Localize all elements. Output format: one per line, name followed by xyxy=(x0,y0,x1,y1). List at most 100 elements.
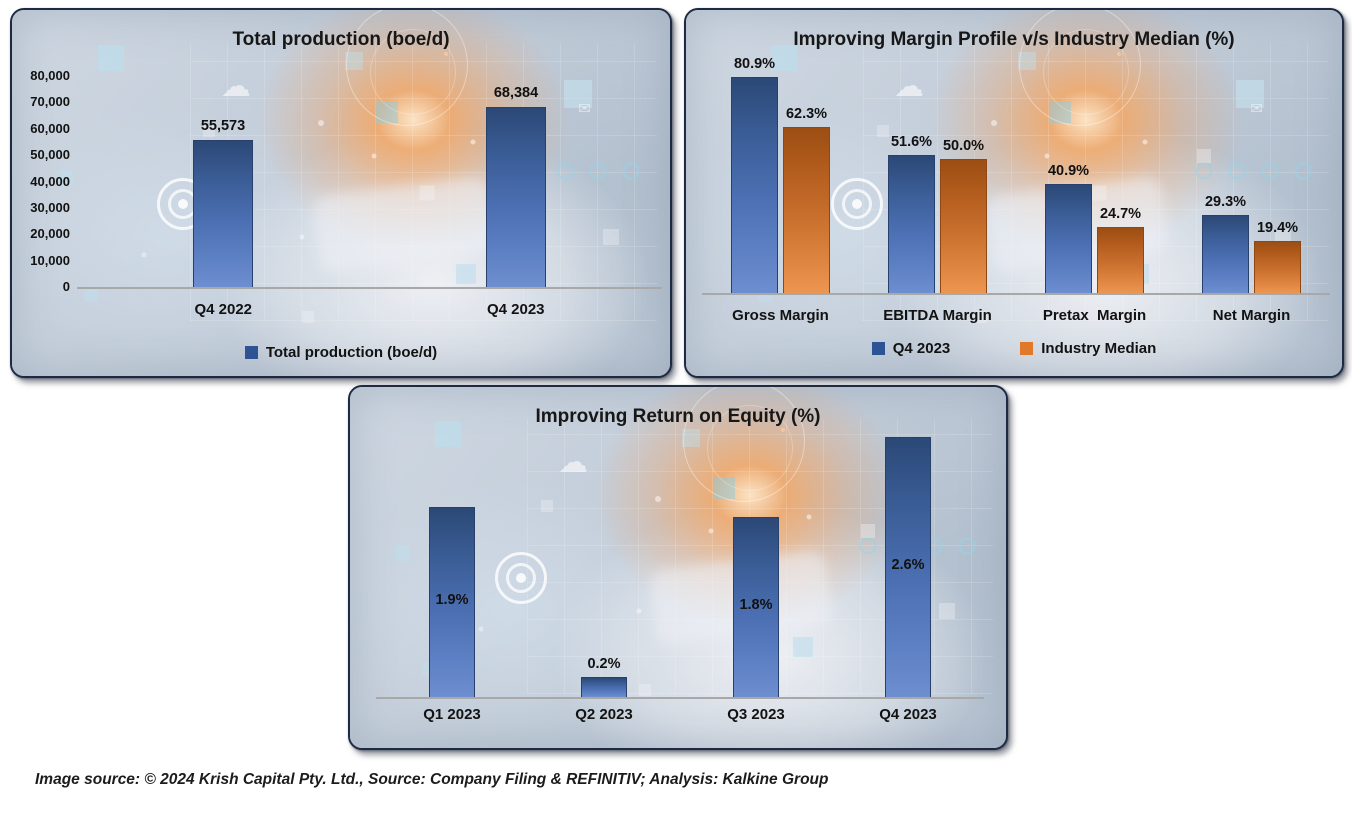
bar-value-label: 51.6% xyxy=(890,134,933,150)
decor-dot xyxy=(318,120,325,127)
bar-value-label: 29.3% xyxy=(1204,194,1247,210)
decor-dot xyxy=(708,528,714,534)
bar-value-label: 24.7% xyxy=(1099,206,1142,222)
decor-sq xyxy=(1197,149,1212,164)
x-axis-label: Q4 2022 xyxy=(194,301,253,318)
y-axis-tick-label: 60,000 xyxy=(30,120,70,136)
decor-dot xyxy=(444,51,449,56)
decor-dot xyxy=(655,495,662,502)
margin-profile-chart-panel: ☁ ✉ Improving Margin Profile v/s Industry… xyxy=(684,8,1344,378)
decor-dot xyxy=(636,608,642,614)
legend-label: Q4 2023 xyxy=(892,340,951,357)
decor-sq xyxy=(203,124,216,137)
chart-background-photo: ☁✉ xyxy=(12,10,670,376)
bar xyxy=(888,155,935,293)
mail-icon: ✉ xyxy=(1250,100,1264,118)
plot-area: 80.9% 62.3% 51.6% 50.0% 40.9% 24.7% 29.3% 19.4% xyxy=(702,56,1330,295)
y-axis-tick-label: 70,000 xyxy=(30,94,70,110)
target-icon xyxy=(841,188,872,219)
bar-value-label: 55,573 xyxy=(200,118,246,134)
y-axis-tick-label: 0 xyxy=(62,279,70,294)
image-source-caption: Image source: © 2024 Krish Capital Pty. … xyxy=(35,771,829,788)
x-axis-label: Q1 2023 xyxy=(423,706,481,723)
decor-dot xyxy=(371,153,377,159)
legend-swatch xyxy=(244,346,258,359)
decor-sq xyxy=(975,311,988,324)
y-axis-tick-label: 50,000 xyxy=(30,147,70,163)
decor-sq xyxy=(394,545,411,562)
decor-sq xyxy=(1236,80,1265,109)
y-axis-tick-label: 80,000 xyxy=(30,68,70,83)
x-axis-label: Gross Margin xyxy=(732,307,829,324)
bar-value-label: 50.0% xyxy=(942,138,985,154)
bar-value-label: 62.3% xyxy=(785,106,828,122)
legend-label: Industry Median xyxy=(1041,340,1157,357)
spiral-icon xyxy=(622,162,640,180)
spiral-icon xyxy=(589,162,607,180)
cloud-icon: ☁ xyxy=(220,69,251,103)
target-icon xyxy=(505,563,536,594)
decor-sq xyxy=(56,170,73,187)
bar xyxy=(731,77,778,293)
y-axis-tick-label: 10,000 xyxy=(30,252,70,268)
spiral-icon xyxy=(1261,162,1279,180)
y-axis-tick-label: 40,000 xyxy=(30,173,70,189)
bar-value-label: 19.4% xyxy=(1256,220,1299,236)
total-production-chart-panel: ☁ ✉ Total production (boe/d) 80,000 70,000… xyxy=(10,8,672,378)
decor-dot xyxy=(478,626,484,632)
spiral-icon xyxy=(556,162,574,180)
x-axis-label: Q2 2023 xyxy=(575,706,633,723)
target-icon xyxy=(515,573,526,584)
legend-swatch xyxy=(871,342,885,355)
y-axis: 80,000 70,000 60,000 50,000 40,000 30,000 20,0… xyxy=(16,68,70,294)
decor-sq xyxy=(84,288,98,302)
legend-swatch xyxy=(1020,342,1034,355)
bar-value-label: 0.2% xyxy=(587,656,621,672)
cloud-icon: ☁ xyxy=(894,69,925,103)
return-on-equity-chart-panel: ☁✉ Improving Return on Equity (%) 1.9%0.… xyxy=(348,385,1008,750)
bar-value-label: 1.8% xyxy=(739,597,773,613)
target-icon xyxy=(830,177,883,230)
decor-sq xyxy=(792,636,813,657)
decor-sq xyxy=(97,44,124,71)
legend-item: Total production (boe/d) xyxy=(244,344,438,361)
legend: Q4 2023 Industry Median xyxy=(686,340,1342,357)
decor-sq xyxy=(771,44,798,71)
x-axis-label: Q3 2023 xyxy=(727,706,785,723)
globe-wireframe-icon xyxy=(707,405,794,492)
decor-sq xyxy=(302,311,315,324)
decor-sq xyxy=(639,684,652,697)
bar xyxy=(885,437,931,697)
decor-dot xyxy=(141,252,147,258)
bar xyxy=(940,159,987,293)
chart-title: Improving Margin Profile v/s Industry Me… xyxy=(793,29,1235,50)
bar-value-label: 80.9% xyxy=(733,56,776,72)
bar xyxy=(783,127,830,293)
decor-dot xyxy=(991,120,998,127)
target-icon xyxy=(494,552,547,605)
legend-label: Total production (boe/d) xyxy=(265,344,438,361)
decor-dot xyxy=(299,234,305,240)
bar xyxy=(733,517,779,697)
globe-wireframe-icon xyxy=(345,10,468,126)
decor-dot xyxy=(470,139,476,145)
spiral-icon xyxy=(859,537,877,555)
bar xyxy=(486,107,546,287)
decor-sq xyxy=(876,124,889,137)
bar-value-label: 40.9% xyxy=(1047,163,1090,179)
decor-dot xyxy=(1142,139,1148,145)
spiral-icon xyxy=(1195,162,1213,180)
target-icon xyxy=(178,198,189,209)
x-axis-label: Q4 2023 xyxy=(879,706,937,723)
plot-area: 55,573 68,384 xyxy=(77,76,662,289)
decor-sq xyxy=(1274,228,1291,245)
decor-dot xyxy=(1116,51,1121,56)
x-axis-label: Net Margin xyxy=(1212,307,1291,324)
spiral-icon xyxy=(1228,162,1246,180)
spiral-icon xyxy=(1294,162,1312,180)
spiral-icon xyxy=(958,537,976,555)
bar xyxy=(1202,215,1249,293)
decor-sq xyxy=(861,524,876,539)
x-axis-label: Q4 2023 xyxy=(486,301,545,318)
bar-value-label: 1.9% xyxy=(435,592,469,608)
